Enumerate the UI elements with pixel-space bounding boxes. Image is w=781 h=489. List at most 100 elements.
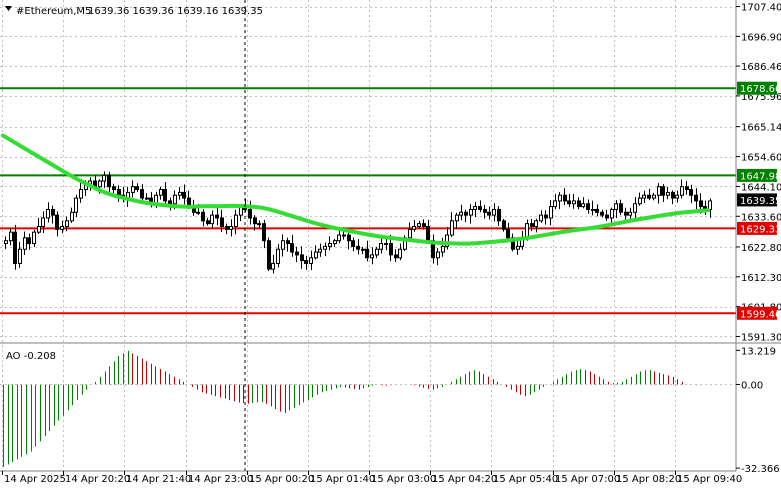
candle-body	[497, 208, 501, 222]
candle-body	[614, 203, 618, 210]
chart-menu-triangle-icon[interactable]	[5, 6, 12, 11]
candle-body	[483, 208, 487, 213]
candle-body	[117, 189, 121, 196]
candle-body	[206, 220, 210, 225]
candle-body	[586, 203, 590, 210]
candlesticks	[4, 171, 712, 274]
candle-body	[173, 194, 177, 205]
candle-body	[229, 225, 233, 230]
candle-body	[379, 243, 383, 250]
candle-body	[436, 251, 440, 259]
candle-body	[351, 240, 355, 247]
candle-body	[441, 245, 445, 253]
candle-body	[112, 186, 116, 191]
price-tick-label: 1665.14	[741, 123, 781, 134]
price-tick-label: 1633.60	[741, 212, 781, 223]
candle-body	[459, 211, 463, 216]
candle-body	[530, 223, 534, 227]
candle-body	[544, 214, 548, 219]
candle-body	[558, 194, 562, 202]
price-badge-1629-bg	[737, 221, 777, 235]
price-tick-label: 1591.30	[741, 332, 781, 343]
candle-body	[652, 194, 656, 199]
candle-body	[675, 194, 679, 199]
current-price-badge-text: 1639.35	[740, 196, 781, 207]
candle-body	[628, 211, 632, 216]
candle-body	[694, 194, 698, 202]
candle-body	[577, 200, 581, 208]
candle-body	[591, 208, 595, 211]
candle-body	[135, 186, 139, 191]
candle-body	[300, 254, 304, 262]
price-badge-1678-text: 1678.66	[740, 84, 781, 95]
time-label: 14 Apr 21:40	[126, 474, 191, 485]
candle-body	[145, 197, 149, 200]
candle-body	[605, 214, 609, 219]
candle-body	[286, 240, 290, 245]
candle-body	[647, 194, 651, 199]
candle-body	[41, 217, 45, 227]
price-badge-1629-text: 1629.33	[740, 224, 781, 235]
candle-body	[671, 191, 675, 199]
candle-body	[168, 200, 172, 205]
candle-body	[689, 189, 693, 196]
ao-tick-label: 13.219	[741, 346, 776, 357]
candle-body	[276, 248, 280, 264]
price-tick-label: 1612.30	[741, 273, 781, 284]
candle-body	[253, 217, 257, 225]
price-tick-label: 1686.46	[741, 62, 781, 73]
candle-body	[572, 200, 576, 205]
candle-body	[210, 214, 214, 225]
candle-body	[60, 225, 64, 230]
candle-body	[563, 194, 567, 202]
price-badges: 1678.66 1647.98 1629.33 1599.46 1639.35	[737, 81, 781, 320]
ohlc-values: 1639.36 1639.36 1639.16 1639.35	[88, 6, 263, 17]
candle-body	[4, 240, 8, 245]
candle-body	[661, 186, 665, 196]
candle-body	[633, 203, 637, 213]
candle-body	[473, 206, 477, 210]
time-label: 15 Apr 04:20	[432, 474, 497, 485]
price-badge-1599-bg	[737, 306, 777, 320]
candle-body	[469, 208, 473, 216]
time-label: 15 Apr 03:00	[371, 474, 436, 485]
candle-body	[502, 220, 506, 230]
candle-body	[201, 211, 205, 222]
candle-body	[37, 225, 41, 233]
moving-average-line	[1, 133, 710, 246]
time-label: 15 Apr 07:00	[555, 474, 620, 485]
ao-tick-label: -32.366	[741, 464, 780, 475]
candle-body	[642, 194, 646, 199]
candle-body	[79, 189, 83, 199]
candle-body	[225, 225, 229, 230]
candle-body	[267, 240, 271, 270]
candle-body	[342, 234, 346, 237]
price-tick-label: 1707.40	[741, 3, 781, 14]
candle-body	[657, 186, 661, 196]
candle-body	[581, 203, 585, 208]
candle-body	[361, 248, 365, 251]
candle-body	[290, 243, 294, 253]
candle-body	[534, 220, 538, 227]
ao-scale: 13.219 0.00 -32.366	[736, 346, 780, 475]
candle-body	[356, 245, 360, 250]
candle-body	[18, 248, 22, 264]
candle-body	[492, 208, 496, 216]
price-tick-label: 1622.80	[741, 243, 781, 254]
candle-body	[98, 180, 102, 188]
symbol-label: #Ethereum,M5	[16, 6, 91, 17]
candle-body	[131, 186, 135, 193]
candle-body	[549, 206, 553, 219]
price-tick-label: 1696.90	[741, 32, 781, 43]
candle-body	[318, 248, 322, 253]
time-label: 14 Apr 23:00	[188, 474, 253, 485]
candle-body	[708, 200, 712, 210]
candle-body	[328, 243, 332, 247]
candle-body	[51, 208, 55, 216]
ao-tick-label: 0.00	[741, 380, 763, 391]
candle-body	[46, 208, 50, 219]
time-label: 14 Apr 2025	[4, 474, 66, 485]
candle-body	[699, 200, 703, 208]
